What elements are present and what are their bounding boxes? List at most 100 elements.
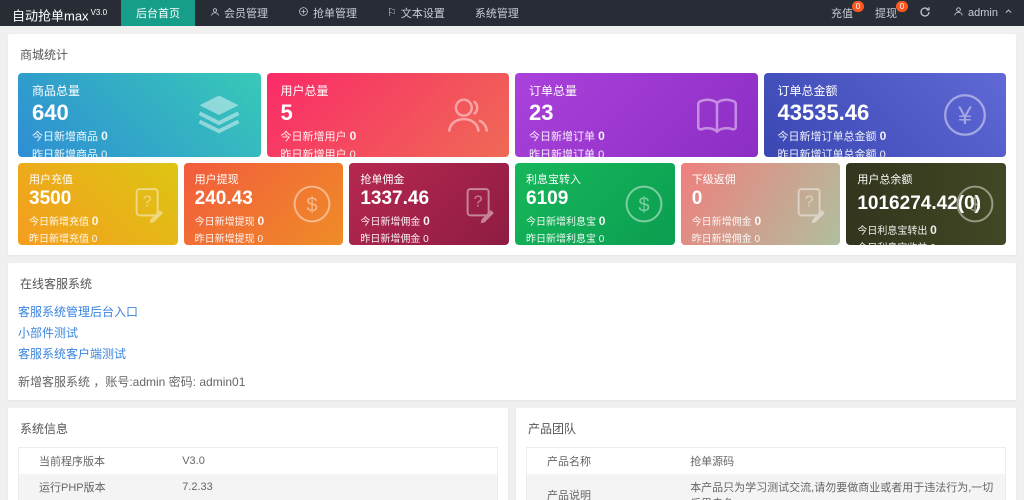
- dollar-circle-icon: $: [622, 182, 666, 226]
- row-label: 当前程序版本: [39, 456, 105, 468]
- stat-value: 23: [529, 100, 554, 125]
- product-team-panel: 产品团队 产品名称 抢单源码 产品说明 本产品只为学习测试交流,请勿要做商业或者…: [516, 408, 1016, 500]
- stat-today-line: 今日新增佣金 0: [360, 213, 430, 228]
- app-version: V3.0: [90, 8, 108, 17]
- refresh-icon: [919, 6, 931, 21]
- users-icon: [443, 90, 493, 140]
- person-icon: [210, 7, 220, 20]
- stat-value: 640: [32, 100, 69, 125]
- stat-card-withdraw: 用户提现 240.43 今日新增提现 0 昨日新增提现 0 $: [183, 163, 344, 245]
- stat-yesterday-line: 昨日新增提现 0: [194, 233, 264, 245]
- open-book-icon: [692, 90, 742, 140]
- svg-text:?: ?: [142, 194, 151, 211]
- stat-value: 1016274.42(0): [857, 193, 981, 214]
- withdraw-button[interactable]: 提现 0: [864, 0, 909, 26]
- stat-yesterday-line: 昨日新增佣金 0: [691, 233, 761, 245]
- recharge-badge: 0: [852, 1, 865, 12]
- flag-icon: ⚐: [387, 6, 397, 19]
- stat-yesterday-line: 昨日新增订单总金额 0: [777, 149, 886, 157]
- withdraw-label: 提现: [875, 8, 898, 20]
- stat-value: 0: [691, 188, 703, 209]
- stat-card-products: 商品总量 640 今日新增商品 0 昨日新增商品 0: [18, 73, 261, 157]
- row-value: V3.0: [182, 455, 205, 467]
- stat-yesterday-line: 昨日新增充值 0: [29, 233, 98, 245]
- nav-label: 系统管理: [474, 8, 519, 20]
- stat-yesterday-line: 昨日新增佣金 0: [360, 233, 429, 245]
- stat-label: 用户总量: [280, 84, 329, 98]
- order-dial-icon: [298, 6, 309, 20]
- stat-today-line: 今日新增用户 0: [280, 129, 357, 144]
- stat-label: 抢单佣金: [360, 174, 405, 186]
- recharge-label: 充值: [831, 8, 854, 20]
- svg-text:$: $: [307, 195, 318, 217]
- stat-today-line: 今日利息宝转出 0: [857, 223, 937, 238]
- stats-row-2: 用户充值 3500 今日新增充值 0 昨日新增充值 0 ? 用户提现 240.4…: [18, 163, 1007, 245]
- widget-test-link[interactable]: 小部件测试: [18, 326, 79, 340]
- dollar-circle-icon: $: [953, 182, 997, 226]
- stat-card-total-balance: 用户总余额 1016274.42(0) 今日利息宝转出 0 今日利息宝收益 0 …: [846, 163, 1007, 245]
- stat-card-orders: 订单总量 23 今日新增订单 0 昨日新增订单 0: [515, 73, 758, 157]
- stat-label: 用户提现: [194, 174, 239, 186]
- stat-today-line: 今日新增提现 0: [194, 213, 265, 228]
- dollar-circle-icon: $: [290, 182, 334, 226]
- stat-today-line: 今日新增订单总金额 0: [777, 129, 887, 144]
- main-content: 商城统计 商品总量 640 今日新增商品 0 昨日新增商品 0 用户总量 5 今…: [0, 26, 1024, 500]
- table-row: 产品名称 抢单源码: [527, 448, 1006, 475]
- client-test-link[interactable]: 客服系统客户端测试: [18, 347, 127, 361]
- row-label: 产品说明: [547, 490, 591, 500]
- stat-yesterday-line: 昨日新增商品 0: [32, 149, 108, 157]
- nav-item-members[interactable]: 会员管理: [195, 0, 283, 26]
- nav-item-system[interactable]: 系统管理: [460, 0, 534, 26]
- stat-card-users: 用户总量 5 今日新增用户 0 昨日新增用户 0: [266, 73, 509, 157]
- stat-value: 240.43: [194, 188, 253, 209]
- stat-card-interest-in: 利息宝转入 6109 今日新增利息宝 0 昨日新增利息宝 0 $: [515, 163, 675, 245]
- table-row: 当前程序版本 V3.0: [19, 448, 498, 475]
- table-row: 产品说明 本产品只为学习测试交流,请勿要做商业或者用于违法行为,一切后果自负: [526, 474, 1006, 500]
- row-value: 本产品只为学习测试交流,请勿要做商业或者用于违法行为,一切后果自负: [690, 482, 994, 500]
- stat-yesterday-line: 昨日新增订单 0: [529, 149, 605, 157]
- stat-value: 1337.46: [360, 188, 430, 209]
- doc-question-icon: ?: [789, 183, 831, 225]
- svg-text:?: ?: [805, 194, 814, 211]
- withdraw-badge: 0: [896, 1, 909, 12]
- stat-label: 用户充值: [29, 174, 73, 186]
- service-account-note: 新增客服系统 ，账号:admin 密码: admin01: [18, 375, 246, 389]
- nav-label: 后台首页: [136, 8, 181, 20]
- stat-label: 商品总量: [32, 84, 81, 98]
- stat-value: 43535.46: [777, 100, 870, 125]
- bottom-section: 系统信息 当前程序版本 V3.0 运行PHP版本 7.2.33 ThinkPHP…: [8, 408, 1016, 500]
- row-label: 产品名称: [547, 456, 591, 468]
- svg-text:?: ?: [474, 194, 483, 211]
- app-logo: 自动抢单max V3.0: [0, 0, 121, 26]
- top-navbar: 自动抢单max V3.0 后台首页 会员管理 抢单管理 ⚐ 文本设置 系统管理 充…: [0, 0, 1024, 26]
- nav-item-home[interactable]: 后台首页: [121, 0, 196, 26]
- refresh-button[interactable]: [908, 0, 942, 26]
- stat-yesterday-line: 昨日新增用户 0: [280, 149, 356, 157]
- stat-yesterday-line: 今日利息宝收益 0: [857, 239, 995, 245]
- stat-card-recharge: 用户充值 3500 今日新增充值 0 昨日新增充值 0 ?: [18, 163, 178, 245]
- stat-label: 用户总余额: [857, 174, 913, 186]
- stat-today-line: 今日新增佣金 0: [691, 213, 762, 228]
- stat-value: 3500: [29, 188, 72, 209]
- user-icon: [953, 6, 964, 20]
- shop-stats-panel: 商城统计 商品总量 640 今日新增商品 0 昨日新增商品 0 用户总量 5 今…: [8, 34, 1016, 255]
- svg-text:$: $: [969, 195, 980, 217]
- nav-label: 会员管理: [224, 8, 269, 20]
- username: admin: [968, 7, 998, 19]
- stat-value: 5: [280, 100, 293, 125]
- panel-title: 系统信息: [20, 422, 69, 436]
- system-info-panel: 系统信息 当前程序版本 V3.0 运行PHP版本 7.2.33 ThinkPHP…: [8, 408, 508, 500]
- stat-value: 6109: [526, 188, 569, 209]
- recharge-button[interactable]: 充值 0: [820, 0, 865, 26]
- panel-title: 商城统计: [20, 48, 69, 62]
- service-admin-entry-link[interactable]: 客服系统管理后台入口: [18, 305, 139, 319]
- nav-item-text-settings[interactable]: ⚐ 文本设置: [372, 0, 460, 26]
- panel-title: 在线客服系统: [20, 277, 93, 291]
- row-value: 7.2.33: [182, 481, 213, 493]
- nav-item-orders[interactable]: 抢单管理: [283, 0, 372, 26]
- user-menu[interactable]: admin: [942, 0, 1024, 26]
- customer-service-panel: 在线客服系统 客服系统管理后台入口 小部件测试 客服系统客户端测试 新增客服系统…: [8, 263, 1016, 400]
- doc-question-icon: ?: [458, 183, 500, 225]
- stat-card-commission: 抢单佣金 1337.46 今日新增佣金 0 昨日新增佣金 0 ?: [349, 163, 510, 245]
- nav-label: 文本设置: [400, 8, 445, 20]
